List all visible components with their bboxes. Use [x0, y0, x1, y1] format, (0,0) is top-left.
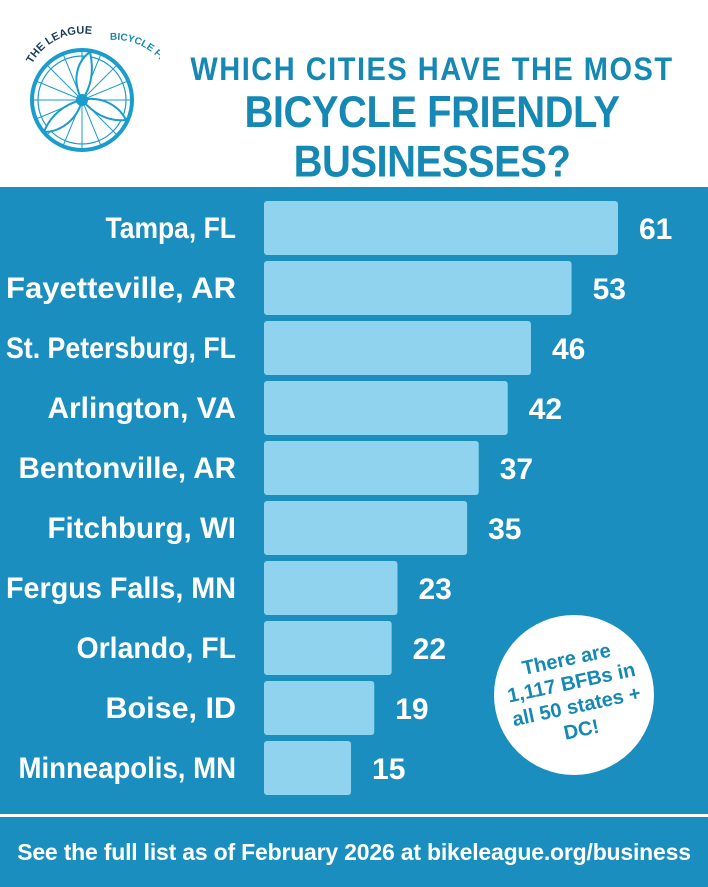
value-label: 46 — [552, 333, 585, 366]
bar — [264, 201, 618, 255]
page-title: WHICH CITIES HAVE THE MOST BICYCLE FRIEN… — [168, 52, 696, 186]
category-label: St. Petersburg, FL — [6, 332, 236, 365]
category-label: Fitchburg, WI — [48, 512, 237, 545]
bar — [264, 681, 375, 735]
bar — [264, 261, 572, 315]
bar — [264, 561, 398, 615]
value-label: 61 — [639, 213, 672, 246]
category-label: Fergus Falls, MN — [6, 572, 236, 605]
category-label: Bentonville, AR — [19, 452, 237, 485]
category-label: Arlington, VA — [48, 392, 237, 425]
category-label: Fayetteville, AR — [6, 272, 236, 305]
wings-icon — [42, 50, 128, 134]
category-label: Boise, ID — [106, 692, 237, 725]
header: THE LEAGUE BICYCLE FRIENDLY AMERICA — [0, 0, 708, 187]
bar — [264, 321, 531, 375]
footer: See the full list as of February 2026 at… — [0, 817, 708, 887]
bar — [264, 441, 479, 495]
bar-chart: Tampa, FL 61 Fayetteville, AR 53 St. Petersb… — [6, 201, 672, 795]
value-label: 35 — [488, 513, 521, 546]
value-label: 15 — [372, 753, 405, 786]
league-logo: THE LEAGUE BICYCLE FRIENDLY AMERICA — [24, 25, 160, 152]
value-label: 23 — [418, 573, 451, 606]
title-line-2: BICYCLE FRIENDLY BUSINESSES? — [244, 87, 620, 187]
callout-text: There are 1,117 BFBs in all 50 states + … — [505, 639, 643, 745]
category-label: Tampa, FL — [106, 212, 237, 245]
bar — [264, 501, 468, 555]
footer-divider — [0, 814, 708, 817]
value-label: 37 — [500, 453, 533, 486]
category-label: Minneapolis, MN — [19, 752, 237, 785]
bar — [264, 621, 392, 675]
logo-arc-side: BICYCLE FRIENDLY AMERICA — [110, 32, 160, 147]
category-label: Orlando, FL — [77, 632, 237, 665]
bar — [264, 741, 352, 795]
value-label: 22 — [413, 633, 446, 666]
bar — [264, 381, 508, 435]
title-line-1: WHICH CITIES HAVE THE MOST — [190, 52, 674, 88]
chart-panel: Tampa, FL 61 Fayetteville, AR 53 St. Petersb… — [0, 187, 708, 814]
footer-text: See the full list as of February 2026 at… — [17, 838, 691, 865]
callout-badge: There are 1,117 BFBs in all 50 states + … — [494, 615, 654, 775]
value-label: 42 — [529, 393, 562, 426]
value-label: 19 — [395, 693, 428, 726]
value-label: 53 — [593, 273, 626, 306]
